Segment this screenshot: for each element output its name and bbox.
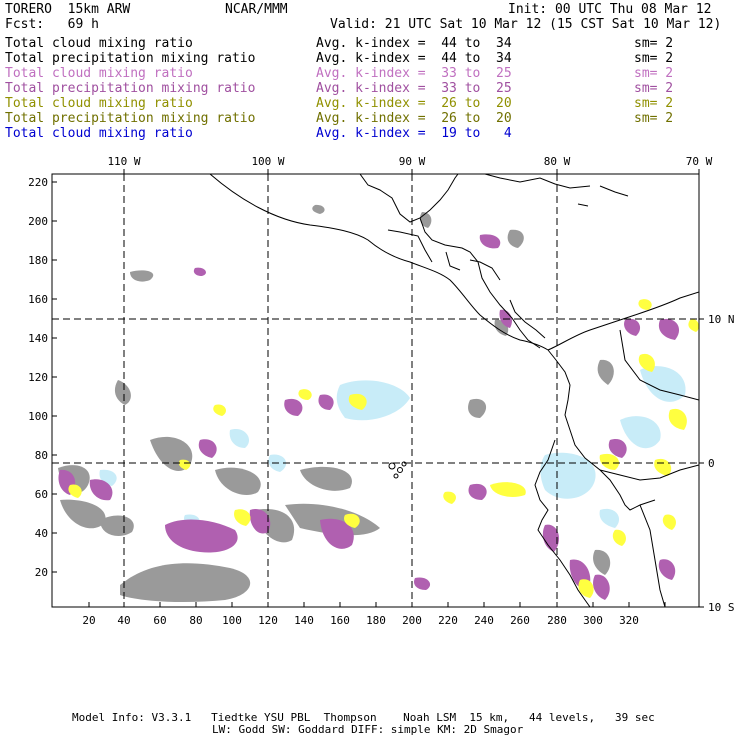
graticule (52, 174, 699, 607)
y-tick-label: 20 (35, 566, 48, 579)
x-tick-label: 260 (510, 614, 530, 627)
lon-label: 80 W (544, 155, 571, 168)
lat-label: 10 N (708, 313, 735, 326)
y-tick-label: 100 (28, 410, 48, 423)
x-tick-label: 160 (330, 614, 350, 627)
y-tick-label: 200 (28, 215, 48, 228)
y-tick-label: 80 (35, 449, 48, 462)
model-info-line2: LW: Godd SW: Goddard DIFF: simple KM: 2D… (212, 723, 524, 736)
y-tick-label: 40 (35, 527, 48, 540)
legend-field: Total cloud mixing ratio (5, 126, 193, 141)
x-tick-label: 20 (82, 614, 95, 627)
purple-cloud-shading (58, 234, 680, 600)
x-tick-label: 200 (402, 614, 422, 627)
init-time: Init: 00 UTC Thu 08 Mar 12 (508, 2, 712, 17)
latitude-labels: 10 N 0 10 S (708, 313, 735, 614)
cloud-field (52, 174, 699, 607)
x-tick-label: 60 (153, 614, 166, 627)
lat-label: 10 S (708, 601, 735, 614)
legend-sm: sm= 2 (634, 111, 674, 126)
y-tick-label: 160 (28, 293, 48, 306)
center-label: NCAR/MMM (225, 2, 288, 17)
legend-stat: Avg. k-index = 44 to 34 (316, 51, 512, 66)
lightblue-cloud-shading (99, 366, 686, 528)
legend-sm: sm= 2 (634, 51, 674, 66)
legend-sm: sm= 2 (634, 36, 674, 51)
legend-sm: sm= 2 (634, 66, 674, 81)
x-tick-label: 80 (189, 614, 202, 627)
legend-field: Total precipitation mixing ratio (5, 51, 256, 66)
lon-label: 70 W (686, 155, 713, 168)
tick-marks (52, 169, 704, 608)
x-tick-label: 180 (366, 614, 386, 627)
legend-stat: Avg. k-index = 33 to 25 (316, 81, 512, 96)
x-tick-label: 320 (619, 614, 639, 627)
model-info-line1: Model Info: V3.3.1 Tiedtke YSU PBL Thomp… (72, 711, 655, 724)
x-tick-label: 220 (438, 614, 458, 627)
x-tick-label: 140 (294, 614, 314, 627)
model-title: TORERO 15km ARW (5, 2, 131, 17)
legend-sm: sm= 2 (634, 81, 674, 96)
legend-field: Total cloud mixing ratio (5, 96, 193, 111)
valid-time: Valid: 21 UTC Sat 10 Mar 12 (15 CST Sat … (330, 17, 722, 32)
x-tick-label: 280 (547, 614, 567, 627)
y-tick-label: 120 (28, 371, 48, 384)
legend-field: Total cloud mixing ratio (5, 36, 193, 51)
yellow-cloud-shading (68, 299, 699, 598)
x-axis-labels: 20 40 60 80 100 120 140 160 180 200 220 … (82, 614, 639, 627)
x-tick-label: 120 (258, 614, 278, 627)
lon-label: 110 W (107, 155, 140, 168)
y-tick-label: 60 (35, 488, 48, 501)
legend-sm: sm= 2 (634, 96, 674, 111)
legend-field: Total precipitation mixing ratio (5, 81, 256, 96)
legend-stat: Avg. k-index = 26 to 20 (316, 96, 512, 111)
legend-stat: Avg. k-index = 26 to 20 (316, 111, 512, 126)
x-tick-label: 240 (474, 614, 494, 627)
y-tick-label: 220 (28, 176, 48, 189)
lon-label: 100 W (251, 155, 284, 168)
legend-field: Total precipitation mixing ratio (5, 111, 256, 126)
x-tick-label: 40 (117, 614, 130, 627)
lat-label: 0 (708, 457, 715, 470)
longitude-labels: 110 W 100 W 90 W 80 W 70 W (107, 155, 712, 168)
x-tick-label: 300 (583, 614, 603, 627)
legend-stat: Avg. k-index = 33 to 25 (316, 66, 512, 81)
legend-stat: Avg. k-index = 44 to 34 (316, 36, 512, 51)
coastlines (209, 174, 699, 607)
y-axis-labels: 20 40 60 80 100 120 140 160 180 200 220 (28, 176, 48, 579)
y-tick-label: 140 (28, 332, 48, 345)
y-tick-label: 180 (28, 254, 48, 267)
forecast-hour: Fcst: 69 h (5, 17, 99, 32)
x-tick-label: 100 (222, 614, 242, 627)
legend-stat: Avg. k-index = 19 to 4 (316, 126, 512, 141)
lon-label: 90 W (399, 155, 426, 168)
legend-field: Total cloud mixing ratio (5, 66, 193, 81)
